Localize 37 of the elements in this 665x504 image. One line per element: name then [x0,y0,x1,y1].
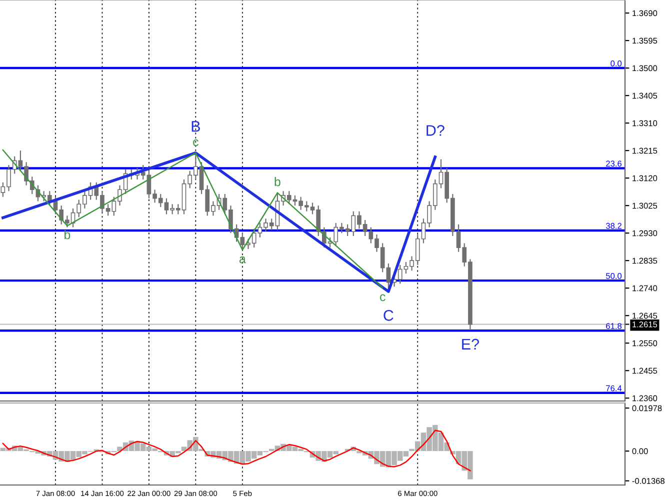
data-label: D? [426,125,444,136]
y-tick-label: 1.3500 [632,65,658,72]
y-tick-label: 1.3120 [632,175,658,182]
y-tick-label: 1.3690 [632,10,658,16]
annotation: 76.4 [606,385,622,392]
data-label: B [192,121,200,132]
y-tick-label: 1.2360 [632,395,658,402]
y-tick-label: 1.3310 [632,120,658,126]
line-series [2,149,384,288]
annotation: 23.6 [606,160,622,167]
data-label: C [384,310,394,321]
data-label: b [274,177,280,186]
annotation: E? [462,338,479,350]
annotation: 50.0 [606,273,622,279]
data-label: c [380,294,386,302]
y-tick-label: 1.2455 [632,368,658,374]
data-label: c [193,139,198,146]
y-tick-label: 1.3215 [632,148,658,154]
data-label: a [239,256,246,264]
y-tick-label: 1.2930 [632,230,658,236]
y-tick-label: 1.2550 [632,340,658,346]
y-tick-label: 1.2740 [632,285,658,292]
annotation: 0.0 [610,60,622,66]
y-tick-label: 0.01978 [632,405,662,412]
data-label: b [64,230,70,240]
y-tick-label: -0.01368 [632,478,664,484]
y-tick-label: 1.3595 [632,38,658,44]
annotation: 38.2 [606,222,622,229]
y-tick-label: 1.2615 [632,321,658,328]
annotation: 61.8 [606,323,622,329]
y-tick-label: 1.2835 [632,258,658,264]
line-series [2,151,437,293]
y-tick-label: 0.00 [632,448,648,454]
y-tick-label: 1.3405 [632,92,658,99]
y-tick-label: 1.3025 [632,202,658,209]
line-series [2,430,471,472]
y-tick-label: 1.2645 [632,312,658,319]
